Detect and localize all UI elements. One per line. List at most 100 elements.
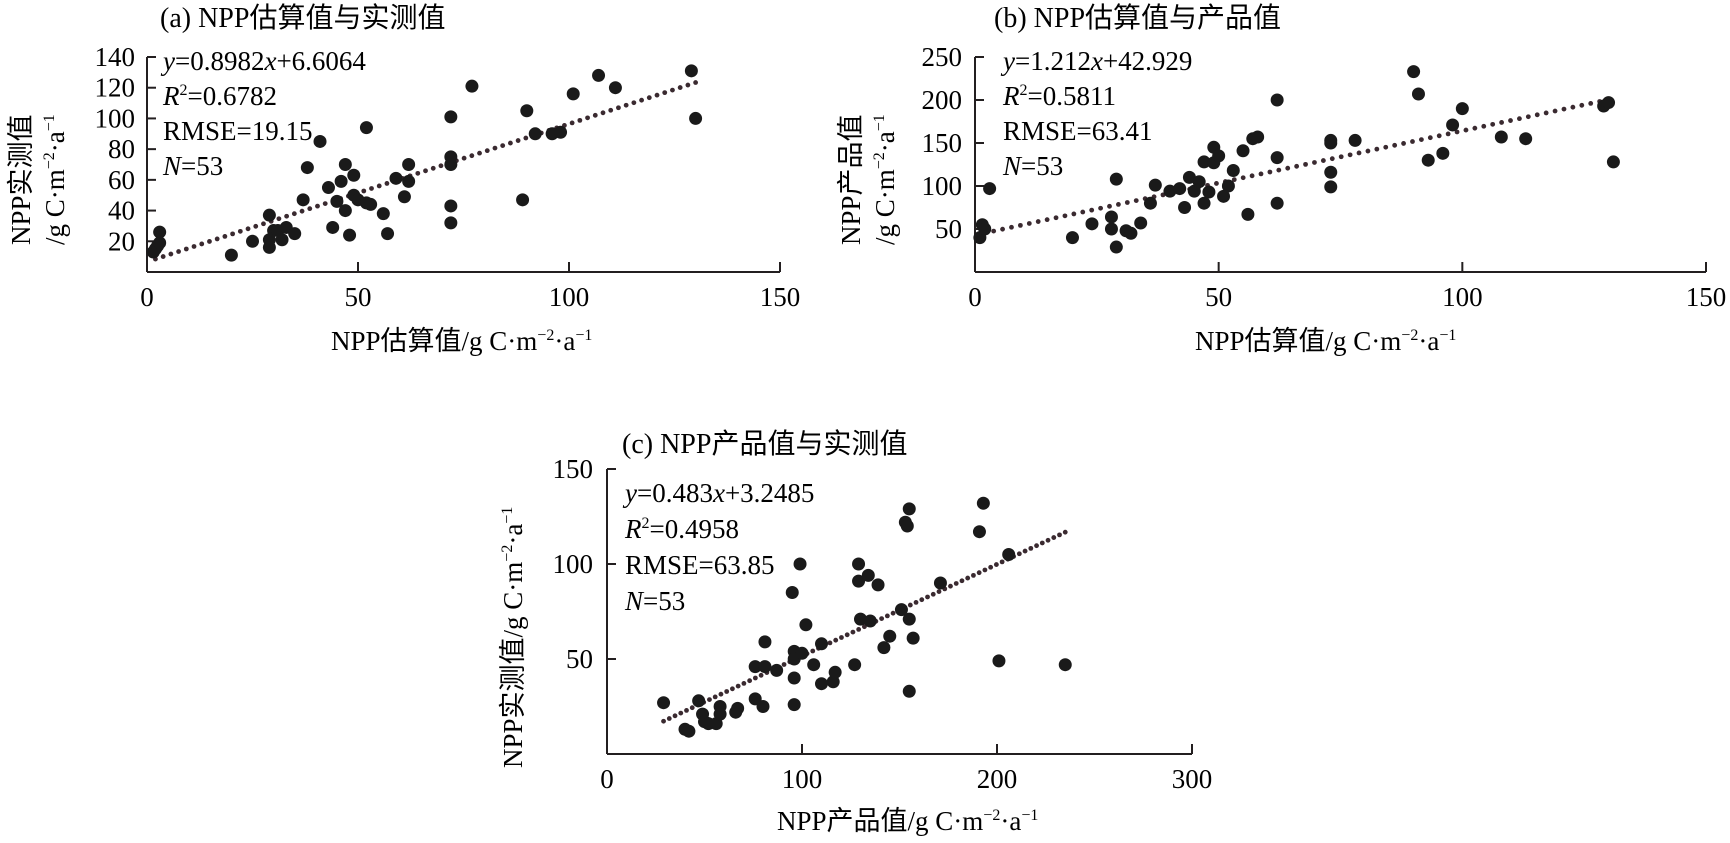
data-point bbox=[682, 724, 696, 738]
data-point bbox=[1217, 189, 1231, 203]
data-point bbox=[978, 222, 992, 236]
fit-line-dot bbox=[1481, 123, 1487, 129]
fit-line-dot bbox=[991, 228, 997, 234]
fit-line-dot bbox=[1057, 532, 1062, 538]
data-point bbox=[828, 665, 842, 679]
fit-line-dot bbox=[678, 710, 684, 716]
panel-b: (b) NPP估算值与产品值 0 50 100 150 50 100 150 200 250 y… bbox=[836, 2, 1726, 356]
panel-b-rmse: RMSE=63.41 bbox=[1003, 116, 1153, 146]
fit-line-dot bbox=[735, 683, 741, 689]
data-point bbox=[1148, 178, 1162, 192]
fit-line-dot bbox=[752, 675, 758, 681]
data-point bbox=[871, 578, 885, 592]
fit-line-dot bbox=[284, 213, 290, 219]
fit-line-dot bbox=[988, 564, 994, 570]
fit-line-dot bbox=[879, 616, 885, 621]
y-tick-label: 150 bbox=[922, 128, 963, 158]
fit-line-dot bbox=[1392, 142, 1398, 148]
data-point bbox=[1143, 196, 1157, 210]
data-point bbox=[1324, 165, 1338, 179]
data-point bbox=[758, 635, 772, 649]
fit-line-dot bbox=[608, 107, 614, 113]
fit-line-dot bbox=[936, 589, 942, 594]
fit-line-dot bbox=[199, 241, 205, 247]
fit-line-dot bbox=[1383, 144, 1389, 150]
data-point bbox=[1455, 102, 1469, 116]
fit-line-dot bbox=[600, 110, 606, 116]
fit-line-dot bbox=[1009, 224, 1014, 230]
fit-line-dot bbox=[1312, 160, 1317, 165]
fit-line-dot bbox=[965, 575, 971, 581]
data-point bbox=[300, 161, 314, 175]
data-point bbox=[1134, 216, 1148, 230]
fit-line-dot bbox=[430, 165, 436, 171]
fit-line-dot bbox=[477, 150, 482, 156]
fit-line-dot bbox=[616, 105, 621, 111]
panel-a-ylabel-line2: /g C·m−2·a−1 bbox=[40, 114, 70, 245]
fit-line-dot bbox=[670, 87, 675, 93]
data-point bbox=[692, 694, 706, 708]
fit-line-dot bbox=[1133, 198, 1139, 203]
data-point bbox=[1178, 201, 1192, 214]
fit-line-dot bbox=[631, 100, 637, 106]
panel-b-r2: R2=0.5811 bbox=[1002, 81, 1116, 111]
data-point bbox=[713, 707, 727, 721]
data-point bbox=[1270, 151, 1284, 165]
fit-line-dot bbox=[1034, 543, 1039, 549]
data-point bbox=[1182, 170, 1196, 184]
data-point bbox=[1421, 153, 1435, 167]
data-point bbox=[343, 228, 357, 242]
data-point bbox=[992, 654, 1006, 668]
fit-line-dot bbox=[623, 102, 629, 108]
fit-line-dot bbox=[810, 648, 816, 654]
y-tick-label: 60 bbox=[108, 165, 135, 195]
fit-line-dot bbox=[1427, 135, 1433, 141]
panel-a-stats: y=0.8982x+6.6064 R2=0.6782 RMSE=19.15 N=… bbox=[160, 46, 366, 181]
fit-line-dot bbox=[953, 581, 959, 586]
fit-line-dot bbox=[307, 206, 313, 212]
fit-line-dot bbox=[1258, 171, 1264, 177]
x-tick-label: 100 bbox=[1442, 282, 1483, 312]
data-point bbox=[465, 79, 479, 93]
fit-line-dot bbox=[1356, 150, 1362, 156]
panel-b-axes: 0 50 100 150 50 100 150 200 250 bbox=[922, 42, 1727, 312]
data-point bbox=[787, 698, 801, 712]
fit-line-dot bbox=[689, 705, 695, 711]
fit-line-dot bbox=[1517, 116, 1522, 122]
fit-line-dot bbox=[930, 591, 936, 597]
fit-line-dot bbox=[1570, 104, 1576, 110]
panel-b-n: N=53 bbox=[1002, 151, 1063, 181]
data-point bbox=[347, 168, 361, 182]
data-point bbox=[1602, 96, 1616, 110]
data-point bbox=[863, 614, 877, 628]
fit-line-dot bbox=[207, 239, 212, 244]
y-tick-label: 120 bbox=[95, 73, 136, 103]
fit-line-dot bbox=[1062, 213, 1068, 219]
data-point bbox=[402, 174, 416, 188]
y-tick-label: 150 bbox=[553, 454, 594, 484]
data-point bbox=[1058, 658, 1072, 672]
fit-line-dot bbox=[919, 597, 925, 603]
fit-line-dot bbox=[315, 203, 320, 209]
fit-line-dot bbox=[1294, 163, 1300, 169]
data-point bbox=[1085, 217, 1099, 231]
data-point bbox=[566, 87, 580, 101]
fit-line-dot bbox=[245, 226, 251, 232]
fit-line-dot bbox=[1552, 108, 1558, 114]
fit-line-dot bbox=[730, 686, 735, 692]
fit-line-dot bbox=[1107, 203, 1112, 209]
fit-line-dot bbox=[592, 112, 598, 118]
panel-a-ylabel-line1: NPP实测值 bbox=[6, 114, 36, 245]
data-point bbox=[852, 574, 866, 588]
fit-line-dot bbox=[1534, 112, 1540, 118]
data-point bbox=[1270, 93, 1284, 107]
panel-b-title: (b) NPP估算值与产品值 bbox=[994, 2, 1281, 34]
data-point bbox=[516, 193, 530, 207]
y-tick-label: 200 bbox=[922, 85, 963, 115]
fit-line-dot bbox=[1525, 114, 1531, 120]
data-point bbox=[1197, 196, 1211, 210]
fit-line-dot bbox=[376, 183, 382, 189]
data-point bbox=[1251, 130, 1265, 144]
fit-line-dot bbox=[948, 583, 953, 589]
